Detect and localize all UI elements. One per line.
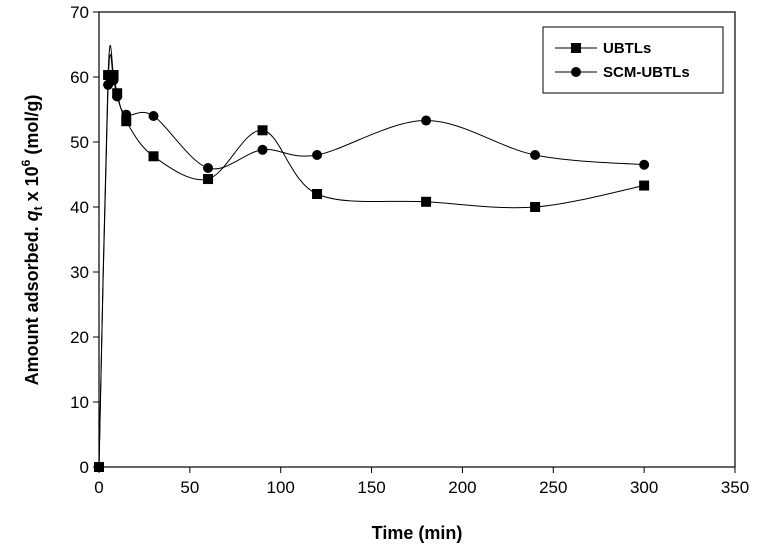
y-tick-label: 60 [70, 68, 89, 87]
legend-label-scm-ubtls: SCM-UBTLs [603, 64, 690, 81]
y-axis-label-sup: 6 [19, 159, 33, 166]
axis-ticks: 0 50 100 150 200 250 300 350 0 10 20 30 40 50 60 70 [70, 3, 749, 497]
y-axis-label-var: q [22, 210, 42, 221]
data-point-ubtls [639, 180, 650, 191]
data-point-scm-ubtls [530, 150, 541, 160]
data-point-ubtls [121, 116, 132, 127]
legend: UBTLs SCM-UBTLs [542, 26, 724, 94]
data-point-scm-ubtls [257, 144, 268, 155]
data-point-ubtls [103, 70, 114, 81]
legend-marker-ubtls [571, 43, 581, 53]
y-tick-label: 40 [70, 198, 89, 217]
x-tick-label: 100 [267, 478, 295, 497]
y-axis-label-sub: t [31, 206, 45, 210]
data-point-scm-ubtls [312, 150, 323, 160]
legend-label-ubtls: UBTLs [603, 40, 651, 57]
data-point-ubtls [148, 151, 159, 162]
legend-box [542, 26, 724, 94]
y-axis-label: Amount adsorbed. qt x 106 (mol/g) [19, 95, 45, 386]
data-point-scm-ubtls [108, 75, 119, 86]
y-tick-label: 50 [70, 133, 89, 152]
y-tick-label: 30 [70, 263, 89, 282]
data-point-scm-ubtls [121, 109, 132, 120]
data-point-ubtls [312, 189, 323, 199]
x-tick-label: 150 [357, 478, 385, 497]
data-point-scm-ubtls [112, 91, 123, 102]
data-point-ubtls [203, 174, 214, 185]
data-point-scm-ubtls [148, 111, 159, 121]
x-tick-label: 50 [180, 478, 199, 497]
x-tick-label: 250 [539, 478, 567, 497]
y-axis-label-suffix: (mol/g) [22, 95, 42, 160]
x-axis-label: Time (min) [372, 523, 463, 543]
series-lines [98, 44, 645, 468]
x-tick-label: 300 [630, 478, 658, 497]
data-point-scm-ubtls [421, 115, 432, 126]
legend-marker-scm-ubtls [571, 67, 581, 77]
data-point-scm-ubtls [203, 163, 214, 173]
x-tick-label: 0 [94, 478, 103, 497]
y-axis-label-prefix: Amount adsorbed. [22, 221, 42, 385]
plot-frame [98, 11, 736, 468]
series-line-scm-ubtls [98, 54, 645, 468]
series-line-ubtls [98, 44, 645, 468]
y-tick-label: 0 [80, 458, 89, 477]
data-point-ubtls [421, 196, 432, 207]
data-point-scm-ubtls [94, 462, 104, 472]
y-tick-label: 70 [70, 3, 89, 22]
x-tick-label: 350 [721, 478, 749, 497]
data-point-scm-ubtls [639, 159, 650, 170]
data-point-ubtls [257, 125, 268, 136]
data-point-ubtls [108, 70, 119, 81]
series-markers [94, 70, 650, 472]
y-tick-label: 10 [70, 393, 89, 412]
y-axis-label-mid: x 10 [22, 166, 42, 206]
x-tick-label: 200 [448, 478, 476, 497]
data-point-ubtls [530, 202, 541, 212]
y-tick-label: 20 [70, 328, 89, 347]
